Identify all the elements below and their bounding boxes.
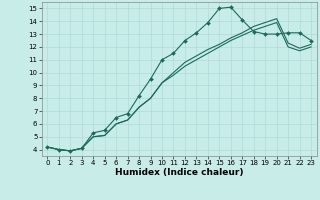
X-axis label: Humidex (Indice chaleur): Humidex (Indice chaleur) xyxy=(115,168,244,177)
